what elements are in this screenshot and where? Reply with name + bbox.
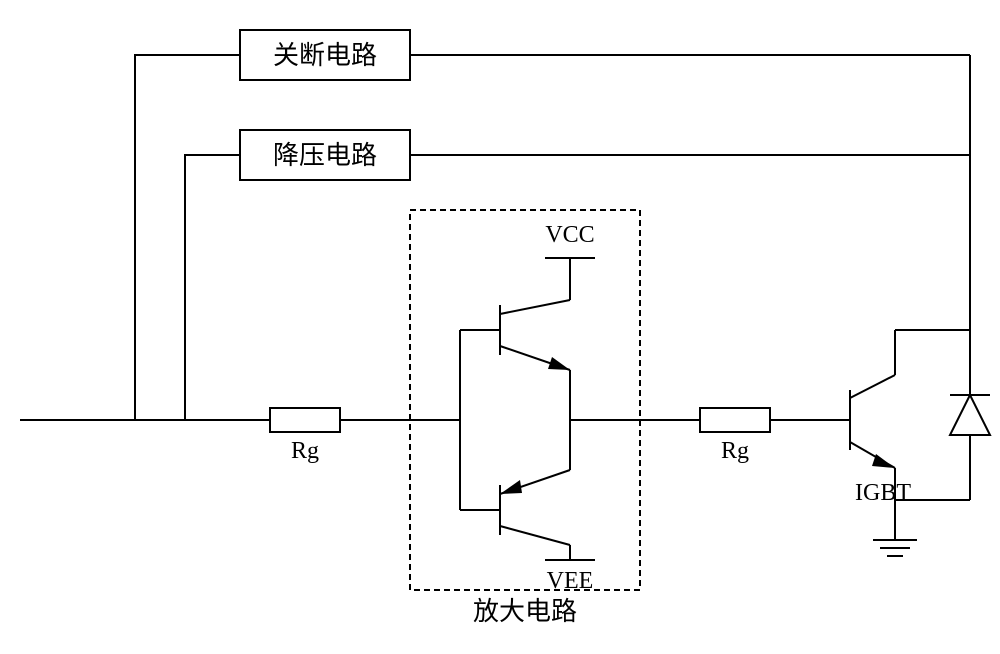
igbt-label: IGBT <box>855 480 911 506</box>
igbt <box>850 330 895 540</box>
rg1-label: Rg <box>291 438 319 464</box>
buck-label: 降压电路 <box>273 141 377 170</box>
rg1-resistor <box>270 408 340 432</box>
pnp-arrow <box>500 480 522 494</box>
shutdown-label: 关断电路 <box>273 41 377 70</box>
vee-label: VEE <box>547 568 594 594</box>
amp-label: 放大电路 <box>473 597 577 626</box>
rg2-label: Rg <box>721 438 749 464</box>
npn-arrow <box>548 357 570 370</box>
wire-shutdown-left <box>135 55 240 420</box>
pnp-transistor <box>460 470 570 545</box>
igbt-arrow <box>872 454 895 468</box>
npn-transistor <box>460 300 570 370</box>
gnd-icon <box>873 540 917 556</box>
vcc-label: VCC <box>545 222 594 248</box>
freewheel-diode <box>895 55 990 500</box>
wire-buck-left <box>185 155 240 420</box>
rg2-resistor <box>700 408 770 432</box>
